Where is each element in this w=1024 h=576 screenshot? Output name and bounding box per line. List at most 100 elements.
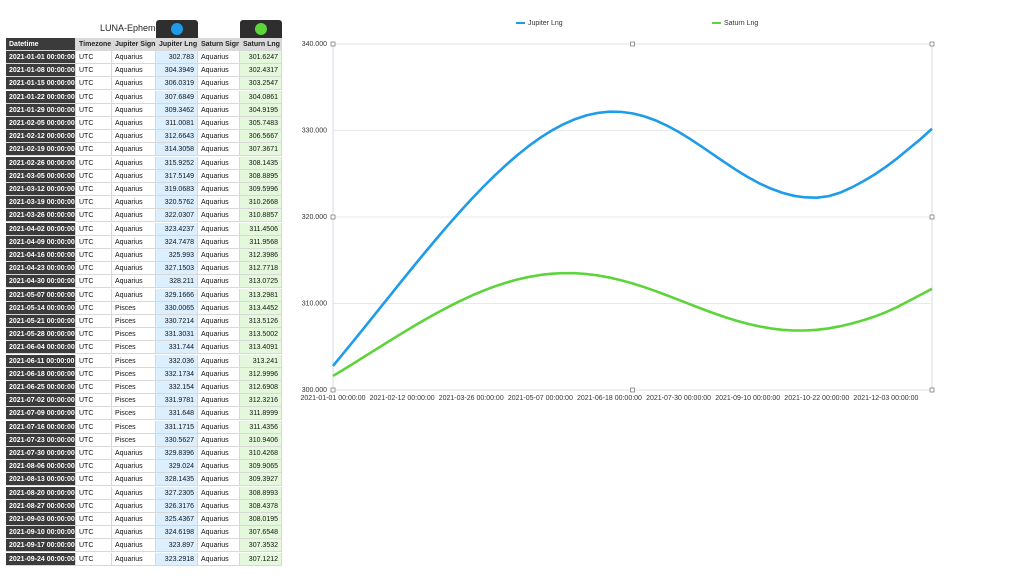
table-cell: 2021-08-27 00:00:00 — [6, 499, 76, 513]
color-picker[interactable] — [171, 23, 183, 35]
table-cell: Aquarius — [198, 460, 240, 474]
table-cell: 332.154 — [156, 381, 198, 394]
table-cell: 319.0683 — [156, 183, 198, 196]
table-cell: Aquarius — [198, 381, 240, 394]
y-tick-label: 330.000 — [302, 127, 327, 134]
table-cell: Aquarius — [198, 447, 240, 460]
table-cell: UTC — [76, 486, 112, 500]
resize-handle — [630, 387, 635, 393]
column-header: Jupiter Lng — [156, 38, 198, 51]
table-cell: UTC — [76, 209, 112, 223]
color-tab — [240, 20, 282, 38]
table-cell: 2021-05-07 00:00:00 — [6, 288, 76, 302]
table-cell: Pisces — [112, 315, 156, 328]
table-cell: 325.993 — [156, 249, 198, 262]
table-cell: Aquarius — [112, 473, 156, 487]
table-cell: 320.5762 — [156, 196, 198, 210]
table-cell: Aquarius — [198, 433, 240, 447]
table-cell: 331.9781 — [156, 394, 198, 408]
table-cell: 307.3532 — [240, 539, 282, 553]
table-cell: UTC — [76, 235, 112, 249]
table-cell: Aquarius — [198, 473, 240, 487]
table-cell: Pisces — [112, 381, 156, 394]
table-cell: Aquarius — [112, 169, 156, 183]
table-cell: UTC — [76, 103, 112, 117]
table-cell: Aquarius — [198, 77, 240, 91]
table-cell: 2021-08-13 00:00:00 — [6, 473, 76, 487]
table-cell: Aquarius — [198, 394, 240, 408]
table-cell: UTC — [76, 117, 112, 130]
table-cell: 324.6198 — [156, 526, 198, 540]
table-cell: 313.4091 — [240, 341, 282, 355]
table-cell: 306.0319 — [156, 77, 198, 91]
table-cell: UTC — [76, 301, 112, 315]
table-cell: Aquarius — [198, 196, 240, 210]
x-tick-label: 2021-01-01 00:00:00 — [301, 395, 366, 402]
table-cell: 2021-07-23 00:00:00 — [6, 433, 76, 447]
table-cell: 313.241 — [240, 354, 282, 368]
table-cell: Aquarius — [198, 275, 240, 289]
table-cell: UTC — [76, 394, 112, 408]
table-cell: 309.9065 — [240, 460, 282, 474]
table-cell: UTC — [76, 447, 112, 460]
table-cell: Aquarius — [198, 420, 240, 434]
table-cell: Aquarius — [198, 209, 240, 223]
table-cell: Pisces — [112, 367, 156, 381]
table-cell: Aquarius — [198, 169, 240, 183]
color-picker[interactable] — [255, 23, 267, 35]
table-cell: 309.3462 — [156, 103, 198, 117]
table-cell: Pisces — [112, 328, 156, 342]
table-cell: Aquarius — [198, 235, 240, 249]
table-cell: UTC — [76, 499, 112, 513]
y-tick-label: 340.000 — [302, 41, 327, 48]
table-cell: 2021-04-23 00:00:00 — [6, 262, 76, 276]
table-cell: 329.024 — [156, 460, 198, 474]
table-cell: 2021-07-02 00:00:00 — [6, 394, 76, 408]
table-cell: 314.3058 — [156, 143, 198, 157]
table-cell: 302.783 — [156, 51, 198, 64]
table-cell: Aquarius — [112, 77, 156, 91]
table-cell: 2021-01-29 00:00:00 — [6, 103, 76, 117]
legend-label: Saturn Lng — [724, 20, 758, 27]
table-cell: 325.4367 — [156, 513, 198, 526]
table-cell: Aquarius — [112, 156, 156, 170]
table-cell: 323.2918 — [156, 552, 198, 566]
x-tick-label: 2021-07-30 00:00:00 — [646, 395, 711, 402]
resize-handle — [330, 41, 336, 47]
table-cell: 308.4378 — [240, 499, 282, 513]
table-cell: Pisces — [112, 420, 156, 434]
table-cell: UTC — [76, 130, 112, 144]
table-cell: 312.6643 — [156, 130, 198, 144]
table-cell: UTC — [76, 288, 112, 302]
resize-handle — [330, 387, 336, 393]
table-cell: UTC — [76, 367, 112, 381]
resize-handle — [330, 214, 336, 220]
table-cell: 313.4452 — [240, 301, 282, 315]
table-cell: UTC — [76, 90, 112, 104]
table-cell: 328.1435 — [156, 473, 198, 487]
table-cell: Aquarius — [112, 130, 156, 144]
table-cell: 313.2981 — [240, 288, 282, 302]
table-cell: UTC — [76, 222, 112, 236]
table-cell: UTC — [76, 513, 112, 526]
table-cell: UTC — [76, 526, 112, 540]
table-cell: UTC — [76, 183, 112, 196]
column-header: Datetime — [6, 38, 76, 51]
table-cell: 322.0307 — [156, 209, 198, 223]
table-cell: 329.8396 — [156, 447, 198, 460]
table-cell: 2021-03-12 00:00:00 — [6, 183, 76, 196]
table-cell: Aquarius — [112, 288, 156, 302]
table-cell: UTC — [76, 156, 112, 170]
table-cell: 304.3949 — [156, 64, 198, 78]
table-cell: 312.9996 — [240, 367, 282, 381]
table-cell: Aquarius — [112, 209, 156, 223]
table-cell: 2021-05-14 00:00:00 — [6, 301, 76, 315]
table-cell: 311.0081 — [156, 117, 198, 130]
table-cell: 2021-04-30 00:00:00 — [6, 275, 76, 289]
table-cell: UTC — [76, 143, 112, 157]
table-cell: UTC — [76, 262, 112, 276]
table-cell: UTC — [76, 77, 112, 91]
table-cell: Aquarius — [112, 235, 156, 249]
table-cell: 2021-06-25 00:00:00 — [6, 381, 76, 394]
table-cell: 330.7214 — [156, 315, 198, 328]
